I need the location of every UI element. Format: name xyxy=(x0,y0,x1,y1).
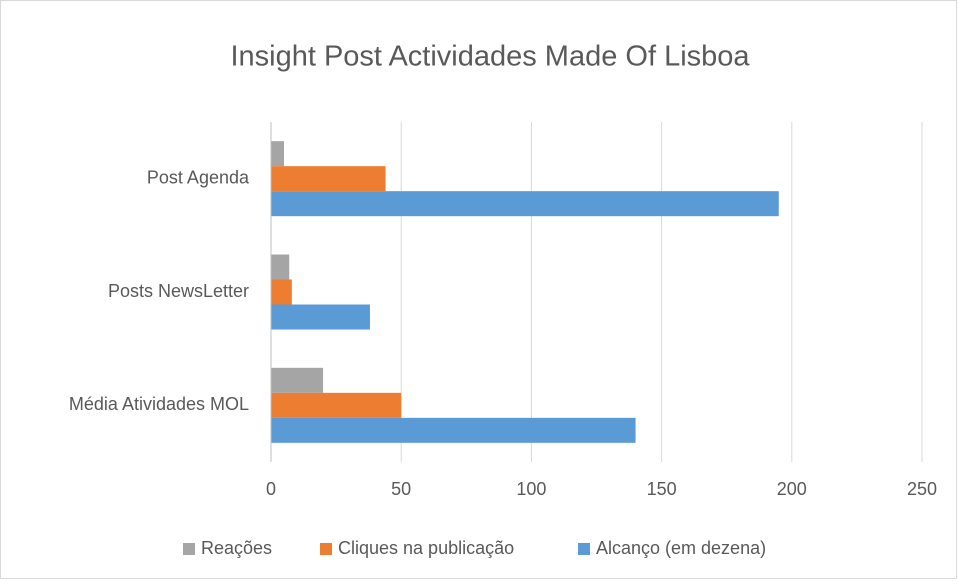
legend-label: Cliques na publicação xyxy=(338,538,514,558)
x-tick-label: 50 xyxy=(391,479,411,499)
legend-swatch xyxy=(183,543,195,555)
bar xyxy=(271,392,402,418)
bar xyxy=(271,166,386,192)
x-tick-label: 0 xyxy=(266,479,276,499)
bar xyxy=(271,279,292,305)
x-tick-label: 250 xyxy=(907,479,937,499)
bar xyxy=(271,254,290,280)
chart-title: Insight Post Actividades Made Of Lisboa xyxy=(230,41,750,73)
bar xyxy=(271,367,324,393)
x-tick-label: 150 xyxy=(647,479,677,499)
bar xyxy=(271,191,779,217)
legend-label: Reações xyxy=(201,538,272,558)
legend-swatch xyxy=(578,543,590,555)
x-tick-label: 200 xyxy=(777,479,807,499)
legend-swatch xyxy=(320,543,332,555)
y-tick-label: Média Atividades MOL xyxy=(69,394,249,414)
y-tick-label: Posts NewsLetter xyxy=(108,281,249,301)
bar xyxy=(271,417,636,443)
legend-label: Alcanço (em dezena) xyxy=(596,538,766,558)
bar xyxy=(271,304,370,330)
y-tick-label: Post Agenda xyxy=(147,167,250,187)
x-tick-label: 100 xyxy=(516,479,546,499)
bar xyxy=(271,141,285,167)
